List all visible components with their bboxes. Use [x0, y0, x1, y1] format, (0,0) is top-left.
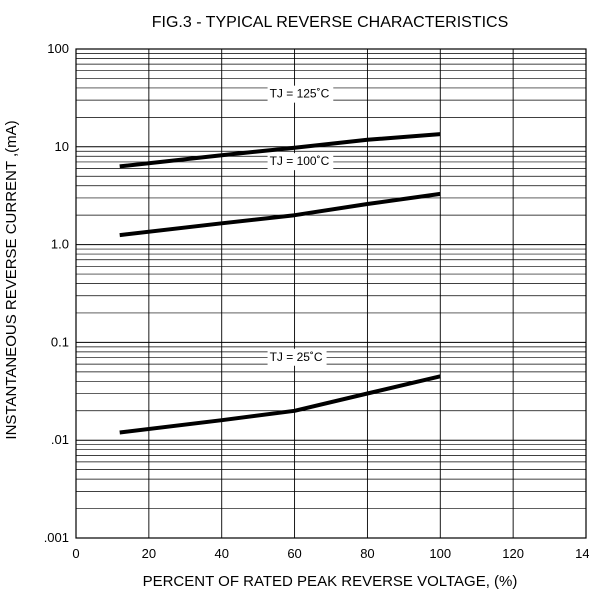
series-label: TJ = 125˚C	[270, 87, 330, 101]
series-line	[119, 191, 441, 238]
x-tick-label: 60	[287, 546, 301, 561]
x-tick-label: 0	[72, 546, 79, 561]
x-axis-label: PERCENT OF RATED PEAK REVERSE VOLTAGE, (…	[143, 573, 518, 590]
y-tick-label: 100	[47, 41, 69, 56]
y-tick-labels: 100 10 1.0 0.1 .01 .001	[44, 41, 69, 545]
plot-frame	[75, 48, 587, 539]
y-tick-label: .01	[51, 432, 69, 447]
series-label-background	[267, 348, 327, 366]
y-tick-label: 10	[55, 139, 69, 154]
y-tick-label: 0.1	[51, 334, 69, 349]
series-label: TJ = 25˚C	[270, 350, 323, 364]
series-label: TJ = 100˚C	[270, 154, 330, 168]
series-line	[119, 132, 441, 169]
series-lines	[119, 132, 441, 435]
x-tick-label: 140	[575, 546, 589, 561]
series-line	[119, 374, 441, 435]
x-tick-labels: 0 20 40 60 80 100 120 140	[72, 546, 589, 561]
series-label-background	[267, 153, 334, 171]
x-tick-label: 120	[502, 546, 524, 561]
y-tick-label: .001	[44, 530, 69, 545]
series-labels: TJ = 125˚C TJ = 100˚C TJ = 25˚C	[267, 85, 334, 366]
chart-title: FIG.3 - TYPICAL REVERSE CHARACTERISTICS	[152, 14, 509, 31]
grid	[75, 49, 587, 539]
y-tick-label: 1.0	[51, 237, 69, 252]
y-axis-label: INSTANTANEOUS REVERSE CURRENT ,(mA)	[3, 120, 20, 439]
series-label-background	[267, 85, 334, 103]
x-tick-label: 80	[360, 546, 374, 561]
x-tick-label: 40	[214, 546, 228, 561]
x-tick-label: 100	[429, 546, 451, 561]
x-tick-label: 20	[142, 546, 156, 561]
